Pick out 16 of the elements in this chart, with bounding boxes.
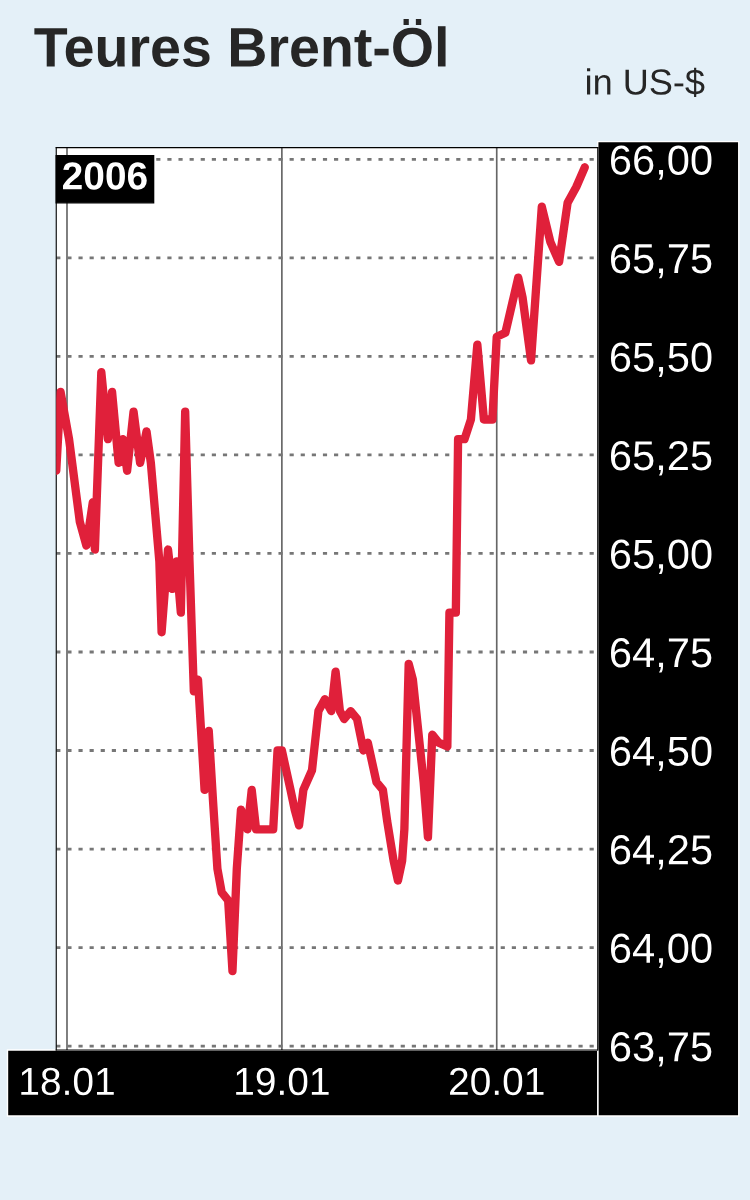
y-axis-title: in US-$ [587,67,705,98]
y-tick-label: 64,50 [610,736,712,771]
y-tick-label: 65,50 [610,342,712,377]
x-tick-label: 20.01 [450,1067,544,1096]
y-tick-label: 63,75 [610,1032,712,1067]
y-tick-label: 65,25 [610,440,712,476]
x-tick-label: 19.01 [236,1067,329,1096]
y-tick-label: 64,00 [610,933,712,968]
y-tick-label: 65,75 [610,243,712,279]
y-tick-label: 66,00 [610,145,712,180]
x-tick-label: 18.01 [21,1067,114,1096]
y-tick-label: 64,25 [610,835,712,870]
y-tick-label: 65,00 [610,539,712,574]
chart-title: Teures Brent-Öl [34,19,446,68]
annotation: 2006 [63,162,147,190]
y-tick-label: 64,75 [610,638,712,673]
